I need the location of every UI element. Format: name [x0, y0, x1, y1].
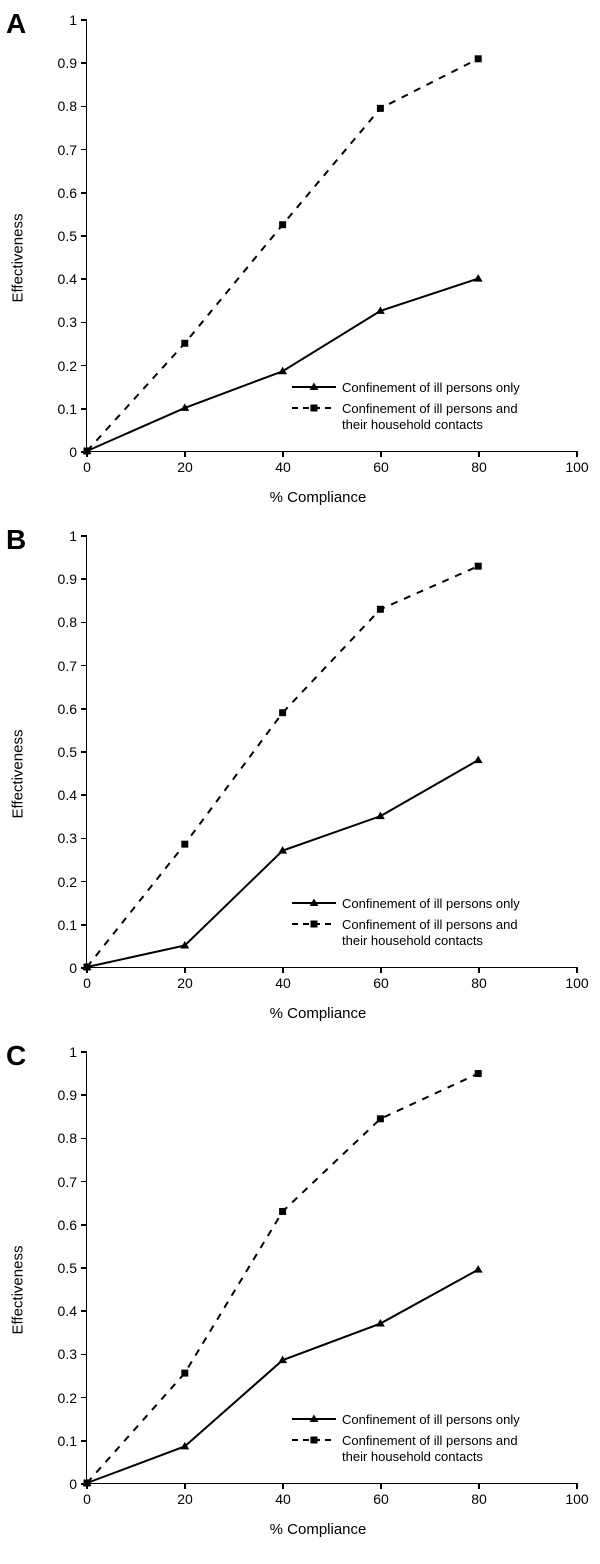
legend: Confinement of ill persons only Confinem…	[292, 892, 532, 949]
y-tick-label: 0.8	[58, 1130, 87, 1146]
legend-label: Confinement of ill persons and their hou…	[342, 917, 532, 950]
legend: Confinement of ill persons only Confinem…	[292, 376, 532, 433]
y-tick-label: 1	[69, 12, 87, 28]
legend-swatch	[292, 917, 336, 931]
x-tick-label: 20	[177, 967, 193, 991]
x-tick-label: 20	[177, 451, 193, 475]
legend-label: Confinement of ill persons only	[342, 1412, 520, 1428]
legend-item-ill-plus-household: Confinement of ill persons and their hou…	[292, 917, 532, 950]
y-tick-label: 0.8	[58, 98, 87, 114]
x-tick-label: 0	[83, 967, 91, 991]
x-tick-label: 100	[565, 967, 588, 991]
y-tick-label: 0.8	[58, 614, 87, 630]
panel-B: B Effectiveness 0 0.1 0.2 0.3 0.4 0.5 0.…	[4, 524, 596, 1024]
legend-swatch	[292, 380, 336, 394]
legend-swatch	[292, 1412, 336, 1426]
x-tick-label: 0	[83, 1483, 91, 1507]
y-tick-label: 0.3	[58, 830, 87, 846]
x-tick-label: 60	[373, 451, 389, 475]
plot-area: Effectiveness 0 0.1 0.2 0.3 0.4 0.5 0.6 …	[44, 12, 592, 504]
plot-area: Effectiveness 0 0.1 0.2 0.3 0.4 0.5 0.6 …	[44, 1044, 592, 1536]
y-tick-label: 0.6	[58, 185, 87, 201]
x-tick-label: 40	[275, 967, 291, 991]
y-tick-label: 1	[69, 1044, 87, 1060]
x-tick-label: 0	[83, 451, 91, 475]
plot-area: Effectiveness 0 0.1 0.2 0.3 0.4 0.5 0.6 …	[44, 528, 592, 1020]
y-tick-label: 0.1	[58, 401, 87, 417]
y-tick-label: 0.2	[58, 1390, 87, 1406]
y-tick-label: 0.1	[58, 1433, 87, 1449]
legend-item-ill-plus-household: Confinement of ill persons and their hou…	[292, 1433, 532, 1466]
x-tick-label: 60	[373, 967, 389, 991]
y-tick-label: 0.5	[58, 744, 87, 760]
legend-label: Confinement of ill persons and their hou…	[342, 401, 532, 434]
x-tick-label: 40	[275, 451, 291, 475]
y-tick-label: 0.3	[58, 314, 87, 330]
x-tick-label: 40	[275, 1483, 291, 1507]
y-axis-title: Effectiveness	[10, 730, 27, 819]
y-tick-label: 0.4	[58, 1303, 87, 1319]
legend-label: Confinement of ill persons only	[342, 380, 520, 396]
panel-C: C Effectiveness 0 0.1 0.2 0.3 0.4 0.5 0.…	[4, 1040, 596, 1540]
legend-item-ill-plus-household: Confinement of ill persons and their hou…	[292, 401, 532, 434]
y-axis-title: Effectiveness	[10, 1246, 27, 1335]
y-axis-title: Effectiveness	[10, 214, 27, 303]
y-tick-label: 0.6	[58, 701, 87, 717]
y-tick-label: 0.5	[58, 228, 87, 244]
y-tick-label: 0.6	[58, 1217, 87, 1233]
x-tick-label: 100	[565, 451, 588, 475]
panel-label: B	[6, 524, 26, 556]
legend-label: Confinement of ill persons only	[342, 896, 520, 912]
y-tick-label: 0.7	[58, 1174, 87, 1190]
panel-A: A Effectiveness 0 0.1 0.2 0.3 0.4 0.5 0.…	[4, 8, 596, 508]
y-tick-label: 0.9	[58, 571, 87, 587]
x-tick-label: 80	[471, 451, 487, 475]
x-tick-label: 20	[177, 1483, 193, 1507]
legend-item-ill-only: Confinement of ill persons only	[292, 380, 532, 396]
axes: 0 0.1 0.2 0.3 0.4 0.5 0.6 0.7 0.8 0.9 1 …	[86, 1052, 576, 1484]
x-tick-label: 80	[471, 1483, 487, 1507]
x-axis-title: % Compliance	[270, 1521, 367, 1538]
x-tick-label: 60	[373, 1483, 389, 1507]
legend: Confinement of ill persons only Confinem…	[292, 1408, 532, 1465]
x-axis-title: % Compliance	[270, 1005, 367, 1022]
y-tick-label: 0.1	[58, 917, 87, 933]
panel-label: C	[6, 1040, 26, 1072]
y-tick-label: 0.7	[58, 142, 87, 158]
legend-item-ill-only: Confinement of ill persons only	[292, 1412, 532, 1428]
x-tick-label: 80	[471, 967, 487, 991]
y-tick-label: 0.9	[58, 1087, 87, 1103]
panel-label: A	[6, 8, 26, 40]
legend-swatch	[292, 896, 336, 910]
axes: 0 0.1 0.2 0.3 0.4 0.5 0.6 0.7 0.8 0.9 1 …	[86, 536, 576, 968]
legend-item-ill-only: Confinement of ill persons only	[292, 896, 532, 912]
legend-swatch	[292, 401, 336, 415]
y-tick-label: 0.2	[58, 874, 87, 890]
y-tick-label: 0.5	[58, 1260, 87, 1276]
y-tick-label: 0.4	[58, 787, 87, 803]
x-axis-title: % Compliance	[270, 489, 367, 506]
y-tick-label: 0.2	[58, 358, 87, 374]
y-tick-label: 0.3	[58, 1346, 87, 1362]
axes: 0 0.1 0.2 0.3 0.4 0.5 0.6 0.7 0.8 0.9 1 …	[86, 20, 576, 452]
y-tick-label: 0.4	[58, 271, 87, 287]
legend-swatch	[292, 1433, 336, 1447]
y-tick-label: 0.7	[58, 658, 87, 674]
y-tick-label: 1	[69, 528, 87, 544]
y-tick-label: 0.9	[58, 55, 87, 71]
x-tick-label: 100	[565, 1483, 588, 1507]
legend-label: Confinement of ill persons and their hou…	[342, 1433, 532, 1466]
